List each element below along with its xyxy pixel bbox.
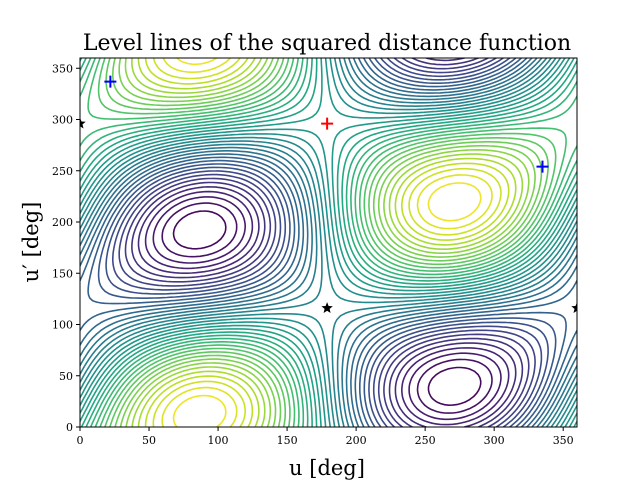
contour-line — [80, 58, 577, 427]
contour-line — [118, 58, 536, 427]
contour-line — [97, 58, 557, 427]
y-tick-label: 200 — [52, 216, 73, 229]
y-tick-label: 150 — [52, 267, 73, 280]
contour-line — [80, 58, 577, 427]
contour-line — [124, 58, 530, 427]
contour-line — [80, 58, 577, 427]
chart-title: Level lines of the squared distance func… — [83, 31, 571, 56]
star-marker — [321, 302, 333, 313]
x-axis-label: u [deg] — [289, 456, 365, 480]
contour-line — [105, 58, 549, 427]
x-tick-label: 350 — [553, 434, 574, 447]
contour-line — [131, 58, 524, 427]
contour-line — [80, 58, 577, 427]
contour-line — [161, 202, 493, 414]
x-tick-label: 0 — [77, 434, 84, 447]
plus-marker — [536, 160, 549, 173]
contour-line — [87, 58, 567, 427]
x-tick-label: 50 — [142, 434, 156, 447]
contour-line — [144, 58, 510, 427]
y-tick-label: 250 — [52, 165, 73, 178]
contour-line — [80, 58, 577, 427]
contour-line — [80, 58, 577, 427]
contour-line — [137, 58, 517, 427]
contour-line — [80, 58, 577, 427]
markers — [80, 75, 577, 313]
y-tick-label: 300 — [52, 114, 73, 127]
y-tick-label: 100 — [52, 319, 73, 332]
x-tick-label: 150 — [277, 434, 298, 447]
contour-line — [87, 58, 567, 427]
contour-line — [144, 190, 510, 426]
plus-marker — [104, 75, 117, 88]
contour-line — [112, 58, 543, 427]
y-axis-ticks: 0 50 100 150 200 250 300 350 — [52, 62, 80, 434]
x-tick-label: 200 — [346, 434, 367, 447]
contour-line — [152, 58, 502, 427]
contour-line — [97, 58, 557, 427]
contour-line — [124, 58, 530, 427]
contour-line — [80, 58, 577, 427]
star-marker — [571, 302, 577, 313]
contour-line — [80, 58, 577, 427]
contour-line — [80, 58, 577, 427]
contour-line — [131, 58, 524, 427]
contour-line — [152, 196, 502, 421]
y-tick-label: 50 — [59, 370, 73, 383]
x-tick-label: 300 — [484, 434, 505, 447]
contour-line — [137, 58, 517, 427]
contour-line — [80, 58, 577, 427]
contour-line — [118, 58, 536, 427]
contour-line — [172, 210, 482, 406]
contour-line — [105, 58, 549, 427]
contour-line — [172, 58, 482, 427]
contour-line — [80, 58, 577, 427]
contour-line — [80, 58, 577, 427]
plot-frame — [79, 57, 578, 428]
contour-line — [161, 58, 493, 427]
x-tick-label: 100 — [208, 434, 229, 447]
y-axis-label: u′ [deg] — [19, 202, 43, 283]
x-axis-ticks: 0 50 100 150 200 250 300 350 — [77, 427, 574, 447]
plus-marker — [321, 117, 334, 130]
star-marker — [80, 117, 86, 129]
y-tick-label: 0 — [66, 421, 73, 434]
x-tick-label: 250 — [415, 434, 436, 447]
y-tick-label: 350 — [52, 62, 73, 75]
contour-lines — [80, 58, 577, 427]
contour-line — [112, 58, 543, 427]
